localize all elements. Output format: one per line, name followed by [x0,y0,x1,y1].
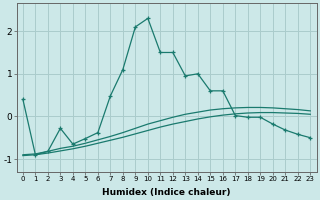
X-axis label: Humidex (Indice chaleur): Humidex (Indice chaleur) [102,188,231,197]
